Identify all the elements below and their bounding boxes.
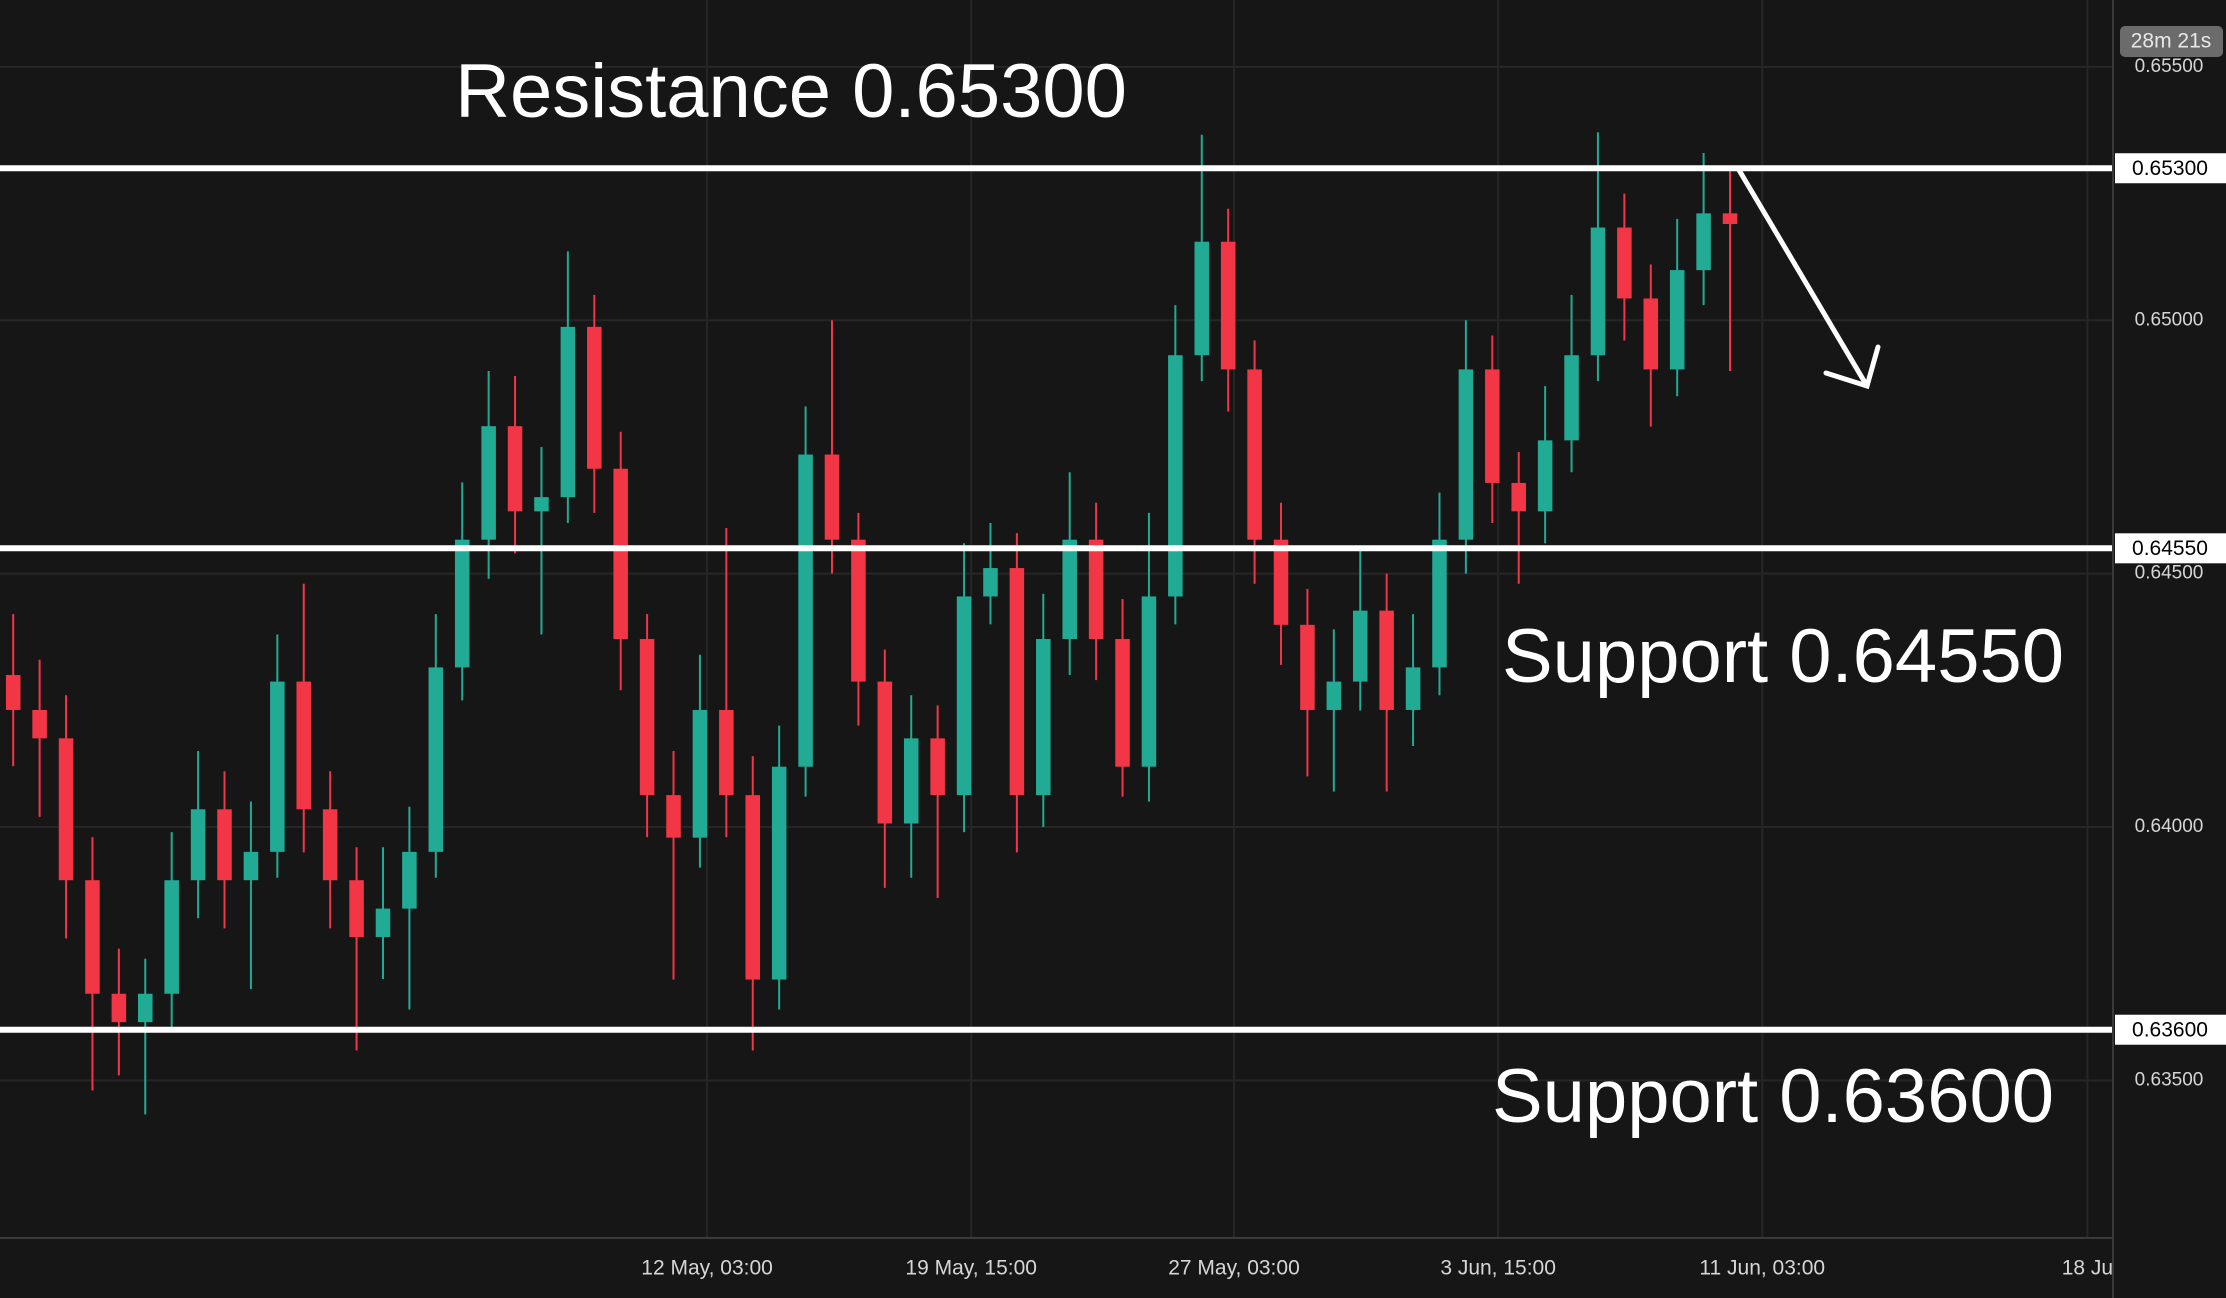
- level-tag: [2115, 153, 2226, 184]
- candle-body: [1590, 227, 1606, 356]
- candle-body: [111, 993, 127, 1023]
- candle-body: [1247, 369, 1262, 540]
- y-tick-label: 0.63500: [2135, 1069, 2204, 1090]
- countdown-tag: [2120, 26, 2223, 57]
- level-tag: [2115, 1014, 2226, 1045]
- candle-body: [745, 795, 761, 980]
- candle-body: [1088, 539, 1104, 640]
- candle-body: [1432, 539, 1447, 668]
- candle-body: [375, 908, 391, 937]
- x-tick-label: 11 Jun, 03:00: [1699, 1257, 1825, 1280]
- candle-body: [639, 639, 655, 796]
- candle-body: [771, 766, 787, 980]
- candle-body: [1485, 369, 1500, 483]
- candle-body: [1062, 539, 1077, 640]
- x-tick-label: 27 May, 03:00: [1168, 1257, 1300, 1280]
- candle-body: [507, 426, 523, 512]
- candle-body: [1273, 539, 1289, 625]
- level-tag-label: 0.64550: [2132, 537, 2208, 560]
- x-tick-label: 3 Jun, 15:00: [1440, 1257, 1556, 1280]
- candle-body: [1564, 355, 1579, 441]
- level-tag-label: 0.65300: [2132, 157, 2208, 180]
- candle-body: [1617, 227, 1632, 299]
- candle-body: [613, 468, 628, 640]
- candle-body: [1405, 667, 1421, 710]
- candle-body: [32, 709, 47, 739]
- candle-body: [1115, 639, 1130, 767]
- candle-body: [190, 809, 206, 881]
- level-annotation: Resistance 0.65300: [455, 49, 1127, 134]
- arrow: [1736, 167, 1881, 390]
- candle-body: [534, 497, 549, 512]
- candle-body: [560, 326, 576, 498]
- candle-body: [1537, 440, 1553, 512]
- candle-body: [296, 681, 312, 810]
- candle-body: [217, 809, 232, 881]
- candle-body: [692, 709, 708, 838]
- candle-body: [1036, 639, 1051, 796]
- candle-body: [587, 326, 602, 469]
- candle-body: [903, 738, 919, 824]
- level-tag-label: 0.63600: [2132, 1018, 2208, 1041]
- candle-body: [1009, 568, 1025, 796]
- candle-body: [138, 993, 153, 1023]
- candle-body: [798, 454, 813, 767]
- countdown: 28m 21s: [2131, 30, 2212, 53]
- y-tick-label: 0.64000: [2135, 816, 2204, 837]
- candle-body: [1511, 482, 1526, 512]
- candle-body: [956, 596, 972, 796]
- x-tick-label: 19 May, 15:00: [905, 1257, 1037, 1280]
- candle-body: [1194, 241, 1210, 356]
- level-annotation: Support 0.64550: [1502, 614, 2064, 699]
- candle-body: [349, 880, 364, 937]
- candle-body: [1643, 298, 1659, 370]
- level-annotation: Support 0.63600: [1492, 1054, 2054, 1139]
- candle-body: [322, 809, 338, 881]
- candle-body: [1458, 369, 1474, 540]
- candle-body: [58, 738, 74, 881]
- candle-body: [1669, 270, 1685, 370]
- candle-body: [719, 709, 734, 796]
- y-tick-label: 0.65000: [2135, 309, 2204, 330]
- candle-body: [666, 795, 681, 838]
- candle-body: [1141, 596, 1157, 767]
- candles: [5, 132, 1738, 1115]
- candle-body: [824, 454, 840, 540]
- candle-body: [402, 851, 417, 909]
- candle-body: [1379, 610, 1394, 710]
- y-tick-label: 0.65500: [2135, 56, 2204, 77]
- candle-body: [877, 681, 893, 824]
- candle-body: [1352, 610, 1368, 682]
- levels: [0, 165, 2113, 1033]
- candle-body: [481, 426, 496, 540]
- candle-body: [243, 851, 259, 881]
- candle-body: [1168, 355, 1183, 597]
- candle-body: [164, 880, 179, 994]
- x-tick-label: 18 Ju: [2062, 1257, 2113, 1280]
- candle-body: [5, 674, 21, 710]
- candle-body: [1696, 213, 1711, 271]
- level-tag: [2115, 533, 2226, 564]
- arrow-head: [1823, 344, 1881, 390]
- candle-body: [1722, 213, 1738, 224]
- candle-body: [454, 539, 470, 668]
- candle-body: [1326, 681, 1342, 710]
- candle-body: [270, 681, 285, 852]
- x-tick-label: 12 May, 03:00: [641, 1257, 773, 1280]
- candle-body: [851, 539, 866, 682]
- candle-body: [1220, 241, 1236, 370]
- candle-body: [930, 738, 945, 796]
- y-tick-label: 0.64500: [2135, 563, 2204, 584]
- arrow-shaft: [1736, 167, 1870, 389]
- candle-body: [1300, 624, 1315, 710]
- candle-body: [85, 880, 100, 994]
- candle-body: [428, 667, 444, 852]
- candle-body: [983, 568, 998, 597]
